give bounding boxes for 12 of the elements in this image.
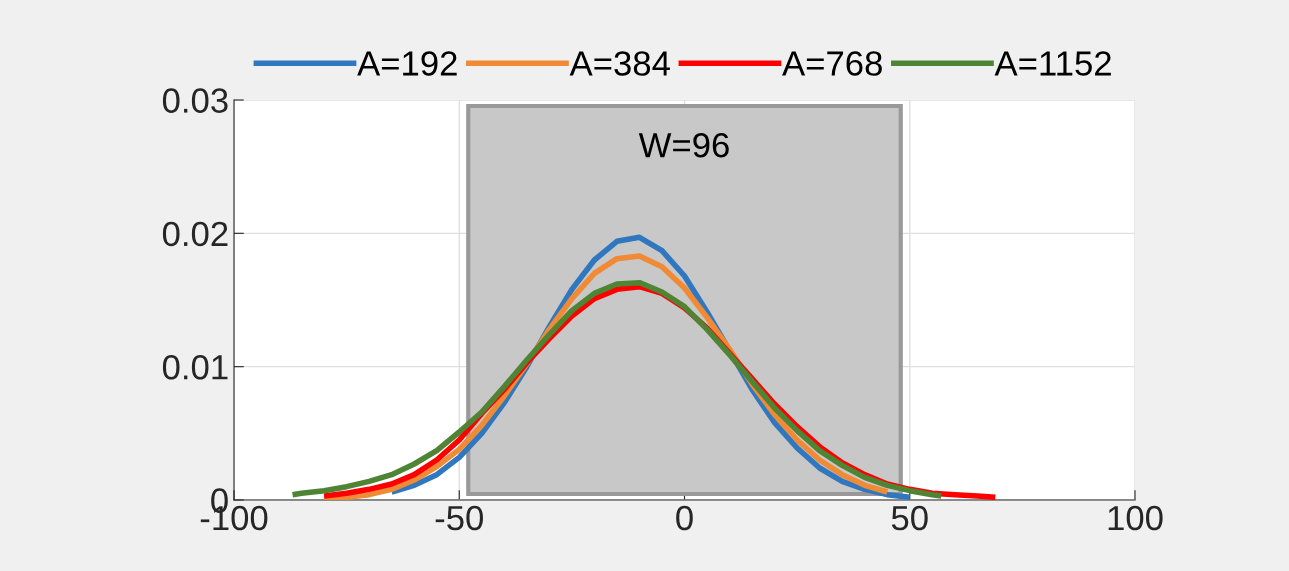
x-tick-label: -50: [435, 505, 483, 531]
band-label: W=96: [638, 132, 729, 158]
x-tick-label: 50: [891, 505, 928, 531]
legend-label: A=768: [782, 51, 882, 76]
x-tick-label: 100: [1108, 505, 1163, 531]
legend-label: A=1152: [994, 51, 1111, 76]
y-tick-label: 0.01: [162, 355, 228, 380]
legend-label: A=384: [569, 51, 670, 76]
y-tick-label: 0.03: [162, 88, 228, 113]
x-tick-label: 0: [676, 505, 693, 531]
legend-label: A=192: [357, 51, 457, 76]
y-tick-label: 0.02: [162, 221, 228, 247]
